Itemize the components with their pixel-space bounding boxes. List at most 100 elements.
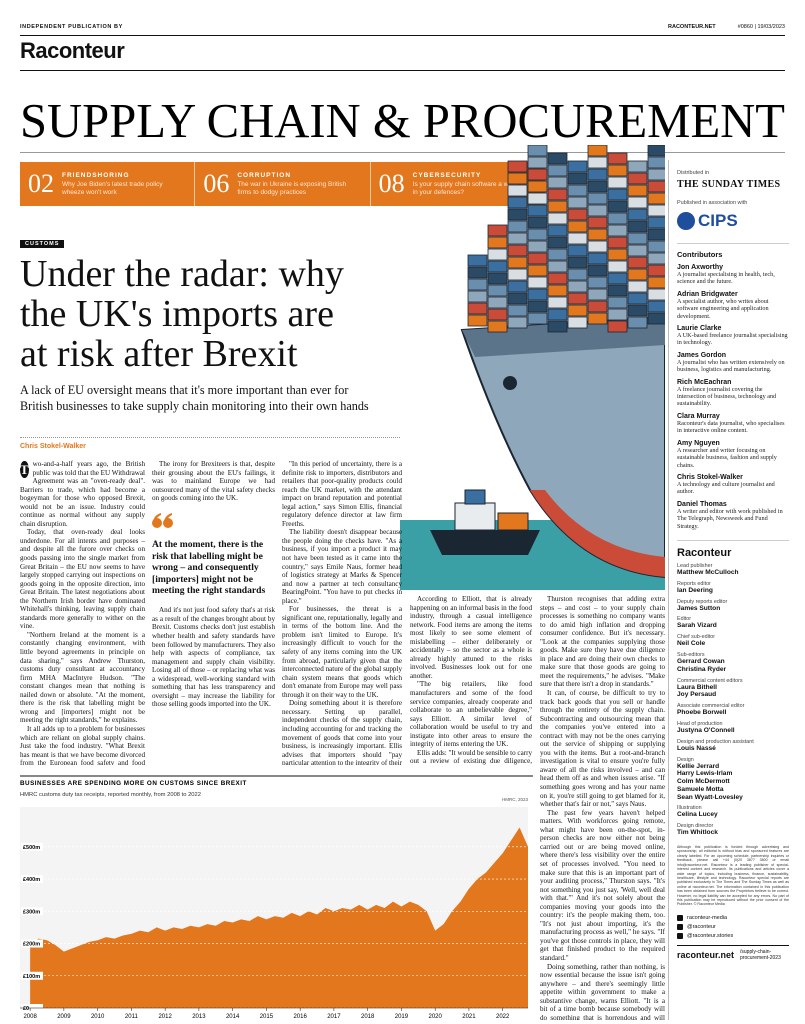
container bbox=[627, 256, 648, 269]
contributor-name: Rich McEachran bbox=[677, 378, 732, 386]
container bbox=[627, 208, 648, 221]
rule bbox=[20, 70, 785, 71]
staff-name: Harry Lewis-Irlam bbox=[677, 770, 733, 778]
container bbox=[587, 204, 608, 217]
rule bbox=[20, 437, 400, 438]
sidebar-divider bbox=[668, 160, 669, 1020]
container bbox=[507, 244, 528, 257]
staff-name: Kellie Jerrard bbox=[677, 762, 720, 770]
contributor-bio: A writer and editor with work published … bbox=[677, 507, 783, 530]
x-tick-label: 2017 bbox=[327, 1014, 341, 1020]
tugboat bbox=[430, 489, 540, 555]
headline-line: Under the radar: why bbox=[20, 253, 344, 295]
contributor-bio: A UK-based freelance journalist speciali… bbox=[677, 332, 788, 347]
paragraph: "In this period of uncertainty, there is… bbox=[282, 460, 402, 528]
container bbox=[527, 228, 548, 241]
area bbox=[30, 827, 528, 1008]
container bbox=[647, 168, 665, 181]
container bbox=[607, 188, 628, 201]
small-print: Although this publication is funded thro… bbox=[677, 845, 789, 907]
container bbox=[627, 160, 648, 173]
container bbox=[487, 284, 508, 297]
container bbox=[547, 308, 568, 321]
contributor-name: Daniel Thomas bbox=[677, 500, 727, 508]
container bbox=[507, 160, 528, 173]
container bbox=[567, 292, 588, 305]
container bbox=[607, 284, 628, 297]
staff-name: Gerrard Cowan bbox=[677, 657, 725, 665]
column: Two-and-a-half years ago, the British pu… bbox=[20, 460, 145, 765]
y-tick-label-bg bbox=[21, 842, 43, 851]
container bbox=[607, 164, 628, 177]
staff-name: Colm McDermott bbox=[677, 778, 730, 786]
teaser: 06 CORRUPTION The war in Ukraine is exposi… bbox=[195, 162, 371, 206]
partner-mark bbox=[677, 212, 695, 230]
container bbox=[587, 300, 608, 313]
contributors-title: Contributors bbox=[677, 250, 723, 259]
staff-name: Joy Persaud bbox=[677, 691, 717, 699]
container bbox=[567, 232, 588, 245]
container bbox=[547, 152, 568, 165]
x-tick-label: 2008 bbox=[23, 1014, 37, 1020]
container bbox=[647, 156, 665, 169]
container bbox=[467, 314, 488, 327]
paragraph: Today, that oven-ready deal looks underd… bbox=[20, 528, 145, 631]
staff-name: Samuele Motta bbox=[677, 785, 724, 793]
standfirst-line: A lack of EU oversight means that it's m… bbox=[20, 383, 349, 397]
x-tick-label: 2011 bbox=[125, 1014, 139, 1020]
teaser-text: Is your supply chain software a weak lin… bbox=[412, 181, 531, 196]
container bbox=[607, 296, 628, 309]
contributor-name: James Gordon bbox=[677, 351, 727, 359]
container bbox=[607, 320, 628, 333]
container bbox=[527, 180, 548, 193]
container bbox=[647, 192, 665, 205]
headline-line: at risk after Brexit bbox=[20, 333, 298, 375]
column: Thurston recognises that adding extra st… bbox=[540, 595, 665, 1020]
container bbox=[567, 244, 588, 257]
container bbox=[527, 145, 548, 157]
contributor-name: Jon Axworthy bbox=[677, 264, 724, 271]
teaser: 02 FRIENDSHORING Why Joe Biden's latest tr… bbox=[20, 162, 196, 206]
container bbox=[567, 208, 588, 221]
container bbox=[467, 290, 488, 303]
social-icon bbox=[677, 932, 683, 939]
partner-logo: CIPS bbox=[677, 211, 789, 231]
paragraph: The liability doesn't disappear because … bbox=[282, 528, 402, 605]
column: According to Elliott, that is already ha… bbox=[410, 595, 532, 767]
staff-role: Reports editor bbox=[677, 580, 711, 587]
teaser-copy: CORRUPTION The war in Ukraine is exposing… bbox=[237, 172, 361, 196]
container bbox=[547, 272, 568, 285]
container bbox=[647, 300, 665, 313]
container bbox=[567, 196, 588, 209]
social-handle: @raconteur.stories bbox=[687, 932, 734, 939]
container bbox=[487, 236, 508, 249]
container bbox=[627, 292, 648, 305]
container bbox=[607, 224, 628, 237]
container bbox=[567, 184, 588, 197]
staff-name: Sarah Vizard bbox=[677, 622, 717, 630]
contributor-bio: A specialist author, who writes about so… bbox=[677, 297, 769, 320]
byline: Chris Stokel-Walker bbox=[20, 443, 86, 450]
social-link: @raconteur bbox=[677, 923, 789, 930]
container bbox=[627, 244, 648, 257]
staff-role: Associate commercial editor bbox=[677, 703, 745, 710]
column: "In this period of uncertainty, there is… bbox=[282, 460, 402, 765]
staff-role: Lead publisher bbox=[677, 562, 713, 569]
publisher-note: INDEPENDENT PUBLICATION BY bbox=[20, 24, 123, 30]
distributed-label: Distributed in bbox=[677, 170, 710, 176]
container bbox=[507, 316, 528, 329]
rule bbox=[20, 35, 785, 36]
container bbox=[527, 288, 548, 301]
staff-name: Phoebe Borwell bbox=[677, 709, 727, 717]
staff-role: Commercial content editors bbox=[677, 677, 743, 684]
container bbox=[487, 224, 508, 237]
container bbox=[627, 172, 648, 185]
paragraph: Doing something about it is therefore ne… bbox=[282, 699, 402, 765]
container bbox=[507, 172, 528, 185]
staff-name: Matthew McCulloch bbox=[677, 568, 739, 576]
paragraph: Two-and-a-half years ago, the British pu… bbox=[20, 460, 145, 528]
x-tick-label: 2016 bbox=[293, 1014, 307, 1020]
container bbox=[527, 312, 548, 325]
footer-site: raconteur.net bbox=[677, 949, 735, 960]
staff-role: Head of production bbox=[677, 720, 723, 727]
